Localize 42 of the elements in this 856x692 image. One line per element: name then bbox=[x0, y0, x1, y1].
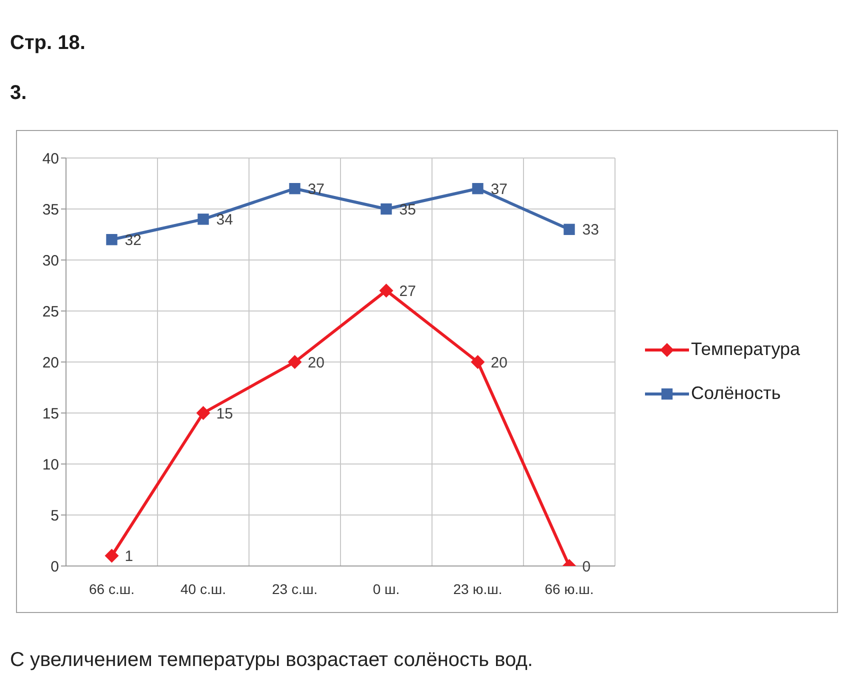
legend-label: Солёность bbox=[691, 383, 781, 404]
data-label: 35 bbox=[399, 201, 416, 218]
point bbox=[198, 214, 209, 225]
x-tick-label: 0 ш. bbox=[372, 580, 400, 597]
point bbox=[196, 406, 210, 420]
y-tick-label: 20 bbox=[42, 354, 59, 372]
y-tick-label: 40 bbox=[42, 150, 59, 168]
x-tick-label: 40 с.ш. bbox=[180, 580, 226, 597]
x-tick-label: 66 с.ш. bbox=[89, 580, 134, 597]
x-tick-label: 23 с.ш. bbox=[272, 580, 318, 597]
y-tick-label: 0 bbox=[50, 558, 59, 576]
point bbox=[104, 548, 119, 563]
point bbox=[289, 183, 300, 194]
data-label: 34 bbox=[216, 212, 233, 229]
x-tick-label: 66 ю.ш. bbox=[544, 580, 594, 597]
data-label: 1 bbox=[124, 548, 134, 566]
point bbox=[564, 224, 575, 235]
data-label: 37 bbox=[490, 180, 508, 198]
legend-label: Температура bbox=[691, 339, 800, 360]
point bbox=[380, 203, 392, 215]
data-label: 33 bbox=[582, 222, 599, 239]
data-label: 15 bbox=[216, 405, 233, 422]
y-tick-label: 30 bbox=[42, 252, 59, 270]
y-tick-label: 10 bbox=[42, 456, 59, 474]
point bbox=[472, 183, 484, 194]
data-label: 32 bbox=[124, 232, 142, 249]
point bbox=[379, 284, 394, 298]
data-label: 27 bbox=[399, 282, 416, 300]
x-tick-label: 23 ю.ш. bbox=[453, 580, 502, 597]
text: С увеличением температуры возрастает солёность вод. bbox=[10, 649, 533, 672]
y-tick-label: 25 bbox=[42, 303, 59, 320]
chart-title: Стр. 18. bbox=[10, 32, 86, 55]
data-label: 20 bbox=[490, 354, 508, 372]
point bbox=[106, 234, 118, 246]
y-tick-label: 35 bbox=[42, 201, 59, 218]
y-tick-label: 15 bbox=[42, 405, 59, 422]
point bbox=[470, 355, 485, 369]
y-tick-label: 5 bbox=[50, 507, 59, 524]
data-label: 0 bbox=[582, 558, 591, 576]
point bbox=[288, 355, 302, 369]
data-label: 20 bbox=[308, 354, 324, 372]
chart-subtitle: 3. bbox=[10, 82, 27, 105]
